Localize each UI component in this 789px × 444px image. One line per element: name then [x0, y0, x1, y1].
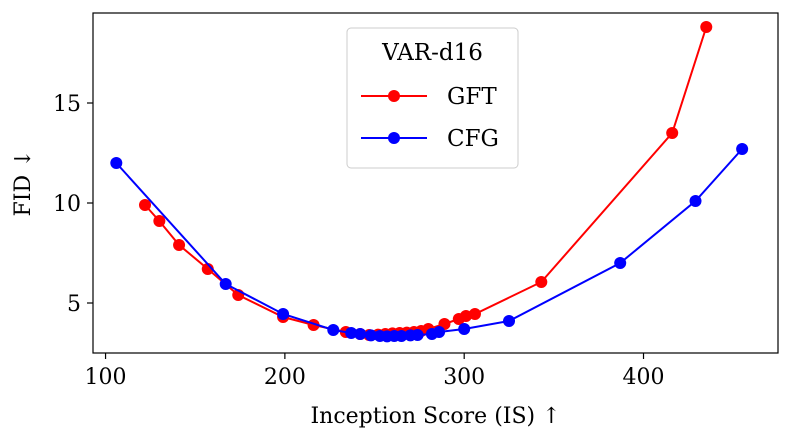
y-tick-label: 15	[53, 92, 81, 117]
x-axis-label: Inception Score (IS) ↑	[310, 404, 560, 429]
data-point	[277, 308, 290, 320]
data-point	[700, 21, 713, 33]
legend-item-gft: GFT	[361, 84, 497, 110]
legend-label: CFG	[447, 126, 499, 152]
legend-marker	[388, 90, 400, 102]
axes: 100 200 300 400 5 10 15 Inception Score (IS) ↑ F…	[11, 12, 779, 429]
x-tick-label: 100	[85, 365, 127, 390]
data-point	[666, 127, 679, 139]
data-point	[395, 330, 408, 342]
legend: VAR-d16 GFT CFG	[346, 27, 519, 169]
data-point	[458, 323, 471, 335]
plot-frame	[92, 12, 779, 354]
data-point	[110, 157, 123, 169]
legend-title: VAR-d16	[381, 40, 483, 66]
data-point	[139, 199, 152, 211]
data-point	[173, 239, 186, 251]
data-point	[614, 257, 627, 269]
series-line-cfg	[115, 148, 743, 338]
data-point	[153, 215, 166, 227]
series-cfg	[110, 143, 749, 343]
data-point	[354, 328, 367, 340]
legend-marker	[388, 132, 400, 144]
y-tick-label: 10	[53, 192, 81, 217]
data-point	[736, 143, 749, 155]
data-point	[459, 310, 472, 322]
legend-label: GFT	[447, 84, 497, 110]
y-tick-label: 5	[67, 292, 81, 317]
series-layer	[110, 21, 749, 343]
data-point	[468, 308, 481, 320]
legend-item-cfg: CFG	[361, 126, 499, 152]
data-point	[364, 329, 377, 342]
data-point	[345, 327, 358, 339]
data-point	[535, 276, 548, 288]
data-point	[503, 315, 516, 327]
x-tick-label: 400	[623, 365, 665, 390]
data-point	[327, 324, 340, 336]
data-point	[411, 329, 424, 341]
data-point	[219, 278, 232, 290]
x-tick-label: 300	[443, 365, 485, 390]
data-point	[689, 195, 702, 207]
x-tick-label: 200	[264, 365, 306, 390]
y-axis-label: FID ↓	[11, 149, 36, 216]
legend-box	[346, 27, 519, 169]
data-point	[433, 326, 446, 338]
